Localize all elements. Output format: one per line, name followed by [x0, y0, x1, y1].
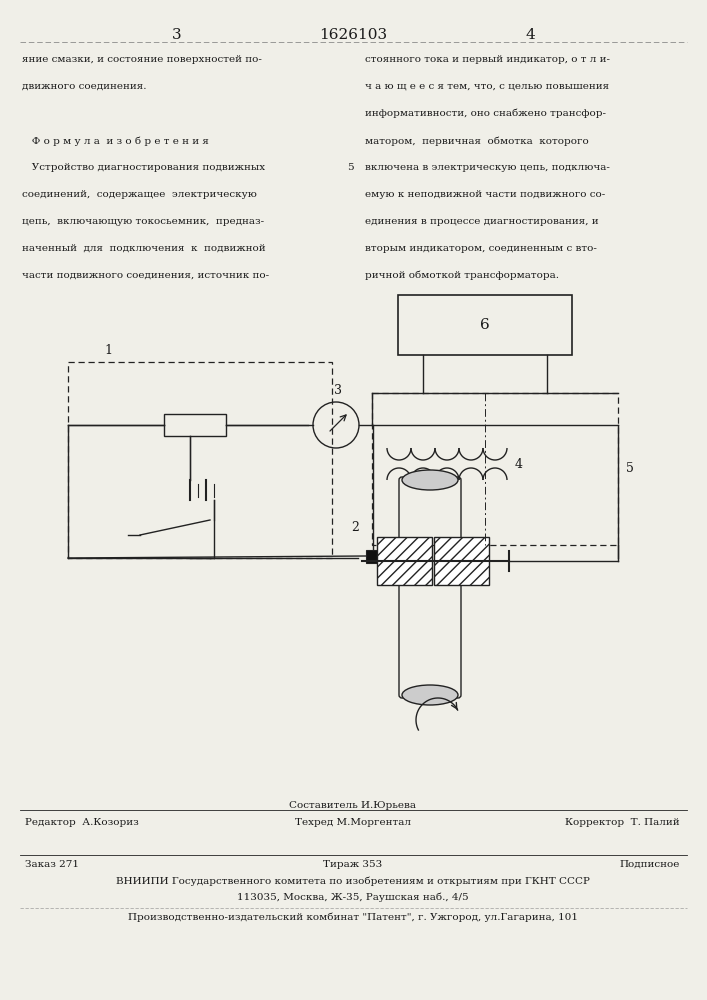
Text: информативности, оно снабжено трансфор-: информативности, оно снабжено трансфор-: [365, 109, 606, 118]
Text: Составитель И.Юрьева: Составитель И.Юрьева: [289, 801, 416, 810]
Text: стоянного тока и первый индикатор, о т л и-: стоянного тока и первый индикатор, о т л…: [365, 55, 610, 64]
Bar: [398, 295, 572, 355]
Text: 113035, Москва, Ж-35, Раушская наб., 4/5: 113035, Москва, Ж-35, Раушская наб., 4/5: [237, 892, 469, 902]
Text: Корректор  Т. Палий: Корректор Т. Палий: [566, 818, 680, 827]
Text: соединений,  содержащее  электрическую: соединений, содержащее электрическую: [22, 190, 257, 199]
Text: матором,  первичная  обмотка  которого: матором, первичная обмотка которого: [365, 136, 589, 145]
Text: вторым индикатором, соединенным с вто-: вторым индикатором, соединенным с вто-: [365, 244, 597, 253]
Text: 4: 4: [515, 458, 523, 471]
Bar: [366, 550, 380, 562]
Text: 1: 1: [104, 344, 112, 357]
Text: ч а ю щ е е с я тем, что, с целью повышения: ч а ю щ е е с я тем, что, с целью повыше…: [365, 82, 609, 91]
Text: 5: 5: [626, 462, 634, 476]
Bar: [378, 537, 433, 585]
Text: Производственно-издательский комбинат "Патент", г. Ужгород, ул.Гагарина, 101: Производственно-издательский комбинат "П…: [128, 912, 578, 922]
Text: Подписное: Подписное: [619, 860, 680, 869]
Text: Тираж 353: Тираж 353: [323, 860, 382, 869]
Text: Ф о р м у л а  и з о б р е т е н и я: Ф о р м у л а и з о б р е т е н и я: [22, 136, 209, 145]
Text: 4: 4: [525, 28, 535, 42]
Text: единения в процессе диагностирования, и: единения в процессе диагностирования, и: [365, 217, 599, 226]
Text: включена в электрическую цепь, подключа-: включена в электрическую цепь, подключа-: [365, 163, 610, 172]
Text: части подвижного соединения, источник по-: части подвижного соединения, источник по…: [22, 271, 269, 280]
Bar: [435, 537, 489, 585]
Bar: [164, 414, 226, 436]
Text: 1626103: 1626103: [319, 28, 387, 42]
Text: 3: 3: [334, 384, 342, 397]
Text: движного соединения.: движного соединения.: [22, 82, 146, 91]
Text: Техред М.Моргентал: Техред М.Моргентал: [295, 818, 411, 827]
Text: Заказ 271: Заказ 271: [25, 860, 79, 869]
Text: ричной обмоткой трансформатора.: ричной обмоткой трансформатора.: [365, 271, 559, 280]
Ellipse shape: [402, 685, 458, 705]
Text: Устройство диагностирования подвижных: Устройство диагностирования подвижных: [22, 163, 265, 172]
Text: Редактор  А.Козориз: Редактор А.Козориз: [25, 818, 139, 827]
Text: емую к неподвижной части подвижного со-: емую к неподвижной части подвижного со-: [365, 190, 605, 199]
Text: 6: 6: [480, 318, 490, 332]
Text: 2: 2: [351, 521, 359, 534]
Text: 3: 3: [173, 28, 182, 42]
Text: яние смазки, и состояние поверхностей по-: яние смазки, и состояние поверхностей по…: [22, 55, 262, 64]
Text: 5: 5: [346, 163, 354, 172]
Text: цепь,  включающую токосьемник,  предназ-: цепь, включающую токосьемник, предназ-: [22, 217, 264, 226]
Ellipse shape: [402, 470, 458, 490]
Text: наченный  для  подключения  к  подвижной: наченный для подключения к подвижной: [22, 244, 266, 253]
Text: ВНИИПИ Государственного комитета по изобретениям и открытиям при ГКНТ СССР: ВНИИПИ Государственного комитета по изоб…: [116, 877, 590, 886]
